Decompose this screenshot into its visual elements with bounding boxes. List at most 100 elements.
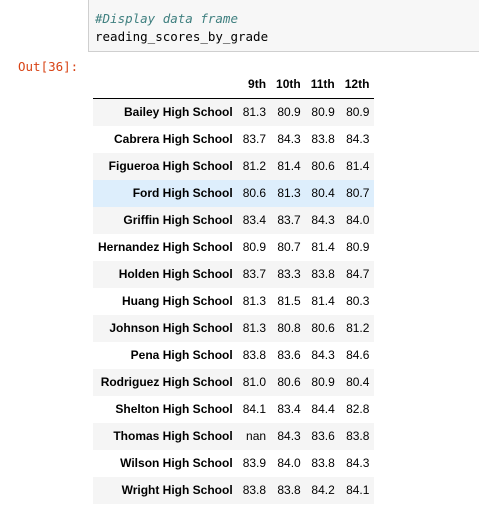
table-cell: 83.8 [346, 429, 370, 443]
table-cell: 83.8 [311, 456, 335, 470]
column-header-11th: 11th [305, 71, 340, 99]
table-cell: 82.8 [346, 402, 370, 416]
table-cell: 84.4 [311, 402, 335, 416]
column-header-12th: 12th [339, 71, 375, 99]
table-cell: 80.3 [346, 294, 370, 308]
table-cell: 81.2 [346, 321, 370, 335]
table-cell: 84.3 [346, 456, 370, 470]
output-prompt: Out[36]: [18, 59, 79, 74]
table-cell: 83.3 [277, 267, 301, 281]
table-row: Cabrera High School 83.7 84.3 83.8 84.3 [93, 126, 374, 153]
table-cell: 80.8 [277, 321, 301, 335]
row-index-label: Griffin High School [123, 213, 233, 227]
row-index-label: Pena High School [130, 348, 233, 362]
table-cell: 83.7 [242, 267, 267, 281]
table-cell: 83.4 [242, 213, 267, 227]
row-index-label: Thomas High School [113, 429, 233, 443]
table-cell: 83.8 [311, 267, 335, 281]
table-cell: 84.0 [277, 456, 301, 470]
table-cell: 84.0 [346, 213, 370, 227]
table-cell: 81.4 [311, 294, 335, 308]
code-cell-input[interactable]: #Display data frame reading_scores_by_gr… [88, 0, 479, 52]
table-cell: 80.9 [311, 375, 335, 389]
table-cell: 84.2 [311, 483, 335, 497]
table-row: Bailey High School 81.3 80.9 80.9 80.9 [93, 98, 375, 126]
table-cell: 81.3 [242, 321, 267, 335]
table-cell: 83.7 [242, 132, 267, 146]
row-index-label: Cabrera High School [114, 132, 233, 146]
table-cell: 80.7 [277, 240, 301, 254]
table-row: Johnson High School 81.3 80.8 80.6 81.2 [93, 315, 375, 342]
dataframe-table: 9th 10th 11th 12th Bailey High School 81.… [93, 71, 375, 504]
table-row: Rodriguez High School 81.0 80.6 80.9 80.4 [93, 369, 375, 396]
table-row: Huang High School 81.3 81.5 81.4 80.3 [93, 288, 374, 315]
row-index-label: Wilson High School [120, 456, 233, 470]
row-index-label: Hernandez High School [98, 240, 233, 254]
table-row: Hernandez High School 80.9 80.7 81.4 80.9 [93, 234, 374, 261]
code-statement: reading_scores_by_grade [95, 29, 269, 44]
table-cell: 81.3 [242, 294, 267, 308]
table-cell: 83.8 [242, 483, 267, 497]
row-index-label: Figueroa High School [108, 159, 233, 173]
table-cell: 84.3 [346, 132, 370, 146]
table-row: Figueroa High School 81.2 81.4 80.6 81.4 [93, 153, 375, 180]
table-cell: 81.4 [346, 159, 370, 173]
table-row: Thomas High School nan 84.3 83.6 83.8 [93, 423, 375, 450]
table-row: Wilson High School 83.9 84.0 83.8 84.3 [93, 450, 374, 477]
table-row: Ford High School 80.6 81.3 80.4 80.7 [93, 180, 375, 207]
row-index-label: Holden High School [118, 267, 233, 281]
row-index-label: Shelton High School [115, 402, 233, 416]
table-cell: 83.4 [277, 402, 301, 416]
table-cell: 83.8 [277, 483, 301, 497]
table-cell: 84.1 [346, 483, 370, 497]
table-row: Wright High School 83.8 83.8 84.2 84.1 [93, 477, 375, 504]
table-cell: 83.6 [311, 429, 335, 443]
table-row: Pena High School 83.8 83.6 84.3 84.6 [93, 342, 374, 369]
table-cell: 81.4 [311, 240, 335, 254]
row-index-label: Johnson High School [109, 321, 233, 335]
table-cell: 84.1 [242, 402, 267, 416]
table-cell: 83.6 [277, 348, 301, 362]
table-cell: 80.4 [305, 180, 340, 207]
table-cell: 81.5 [277, 294, 301, 308]
table-cell: 81.3 [271, 180, 306, 207]
table-header-row: 9th 10th 11th 12th [93, 71, 375, 99]
table-cell: 81.4 [277, 159, 301, 173]
table-cell: 84.3 [277, 429, 301, 443]
table-cell: 80.6 [237, 180, 272, 207]
table-row: Holden High School 83.7 83.3 83.8 84.7 [93, 261, 375, 288]
column-header-10th: 10th [271, 71, 306, 99]
table-cell: 80.9 [346, 240, 370, 254]
row-index-label: Ford High School [93, 180, 238, 207]
row-index-label: Rodriguez High School [100, 375, 233, 389]
table-cell: 81.0 [242, 375, 267, 389]
table-cell: 83.9 [242, 456, 267, 470]
table-cell: 80.4 [346, 375, 370, 389]
table-cell: 81.3 [242, 105, 267, 119]
table-cell: 84.3 [311, 213, 335, 227]
table-cell: nan [246, 429, 267, 443]
row-index-label: Bailey High School [124, 105, 233, 119]
table-cell: 83.8 [311, 132, 335, 146]
table-cell: 84.3 [311, 348, 335, 362]
row-index-label: Huang High School [122, 294, 233, 308]
table-cell: 80.9 [311, 105, 335, 119]
index-header [93, 71, 238, 99]
table-cell: 80.9 [277, 105, 301, 119]
row-index-label: Wright High School [121, 483, 233, 497]
table-cell: 80.9 [242, 240, 267, 254]
table-cell: 80.6 [311, 159, 335, 173]
table-cell: 84.6 [346, 348, 370, 362]
column-header-9th: 9th [237, 71, 272, 99]
table-cell: 83.7 [277, 213, 301, 227]
table-row: Shelton High School 84.1 83.4 84.4 82.8 [93, 396, 374, 423]
table-cell: 83.8 [242, 348, 267, 362]
table-row: Griffin High School 83.4 83.7 84.3 84.0 [93, 207, 375, 234]
code-comment: #Display data frame [95, 11, 238, 26]
table-cell: 81.2 [242, 159, 267, 173]
table-cell: 80.6 [311, 321, 335, 335]
table-cell: 84.3 [277, 132, 301, 146]
table-cell: 80.7 [339, 180, 375, 207]
table-body: Bailey High School 81.3 80.9 80.9 80.9 Cabrer… [93, 98, 375, 504]
table-cell: 80.6 [277, 375, 301, 389]
